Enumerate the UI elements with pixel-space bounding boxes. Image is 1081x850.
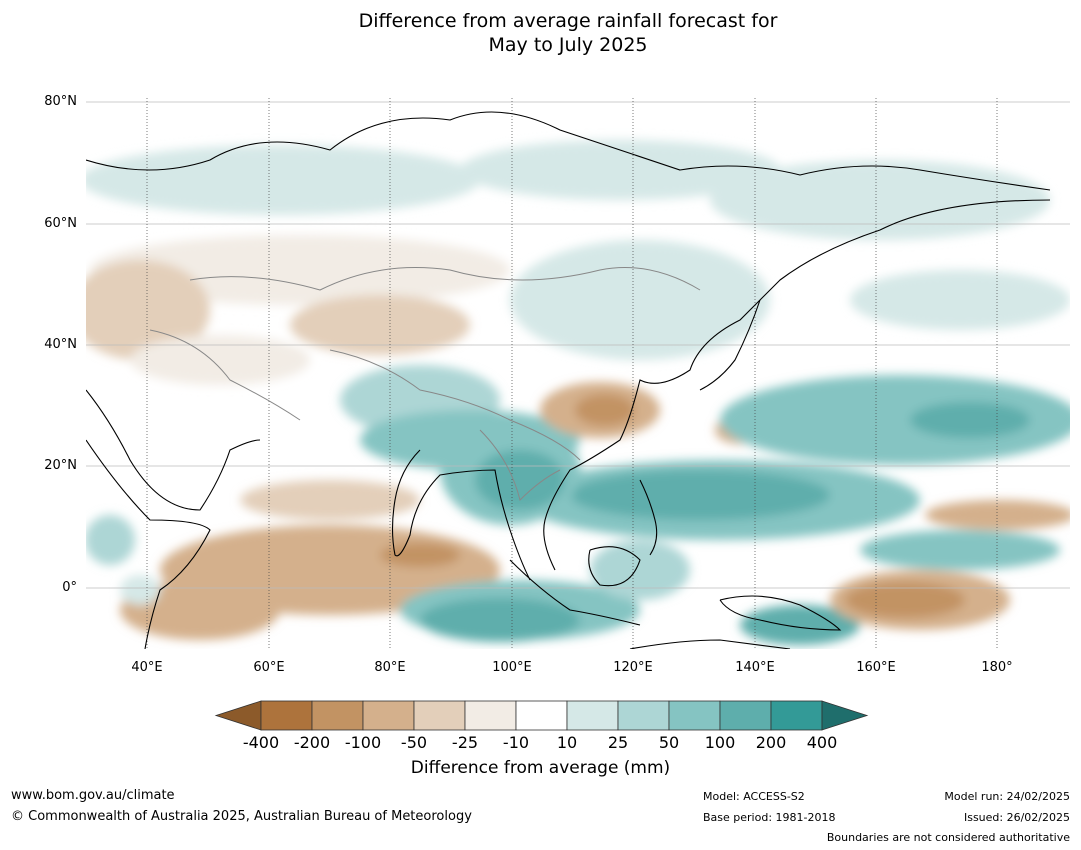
anomaly-middle-east-dry	[130, 335, 310, 385]
footer-url: www.bom.gov.au/climate	[11, 788, 175, 803]
coastline-new-guinea	[719, 595, 842, 631]
title-line-2: May to July 2025	[488, 34, 648, 56]
colorbar-swatch	[668, 700, 721, 731]
border-indochina	[479, 429, 561, 501]
latitude-gridlines	[86, 101, 1070, 589]
anomaly-east-siberia-wet	[710, 160, 1050, 240]
footer-copyright: © Commonwealth of Australia 2025, Austra…	[11, 809, 472, 824]
anomaly-nw-pacific-belt	[720, 375, 1070, 465]
anomaly-north-pacific-wet	[850, 270, 1070, 330]
colorbar-tick-label: 100	[704, 733, 736, 752]
longitude-gridlines	[146, 98, 998, 649]
colorbar-extend-high	[821, 700, 869, 731]
anomaly-pacific-mid-wet	[860, 530, 1060, 570]
colorbar-tick-label: -400	[242, 733, 280, 752]
colorbar-tick-label: -25	[451, 733, 479, 752]
lat-label-80n: 80°N	[44, 94, 77, 109]
coastline-arabia	[86, 389, 261, 511]
lon-label-120e: 120°E	[613, 660, 653, 675]
anomaly-arabian-sea-light	[240, 480, 420, 520]
anomaly-eastern-indian-ocean-core	[420, 598, 580, 642]
coastline-south-asia	[391, 449, 531, 581]
anomaly-philippine-sea-wet	[570, 470, 830, 520]
colorbar-swatch	[362, 700, 415, 731]
border-central-asia	[189, 267, 701, 291]
colorbar-swatch	[260, 700, 313, 731]
coastline-arctic	[86, 111, 1051, 191]
colorbar-tick-label: 200	[755, 733, 787, 752]
lon-label-160e: 160°E	[856, 660, 896, 675]
political-borders	[149, 267, 701, 501]
lon-label-40e: 40°E	[131, 660, 163, 675]
colorbar-swatch	[617, 700, 670, 731]
colorbar-swatch	[311, 700, 364, 731]
anomaly-indochina-wet	[475, 450, 565, 510]
lon-label-180: 180°	[981, 660, 1013, 675]
colorbar-swatch	[464, 700, 517, 731]
anomaly-siberia-wet	[460, 140, 780, 200]
colorbar-tick-label: -200	[293, 733, 331, 752]
anomaly-arafura-wet	[740, 605, 860, 645]
colorbar-tick-label: 400	[806, 733, 838, 752]
colorbar-extend-low	[214, 700, 262, 731]
title-line-1: Difference from average rainfall forecas…	[358, 10, 778, 32]
anomaly-indian-ocean-core	[380, 543, 460, 567]
colorbar-swatch	[413, 700, 466, 731]
colorbar-tick-label: 25	[607, 733, 629, 752]
colorbar-label: Difference from average (mm)	[410, 758, 671, 778]
border-middle-east	[149, 329, 301, 421]
coastline-philippines	[639, 479, 658, 556]
lon-label-100e: 100°E	[492, 660, 532, 675]
footer-issued: Issued: 26/02/2025	[963, 811, 1070, 824]
lon-label-140e: 140°E	[735, 660, 775, 675]
coastline-africa	[86, 439, 211, 649]
colorbar-tick-label: -50	[400, 733, 428, 752]
footer-disclaimer: Boundaries are not considered authoritat…	[826, 831, 1070, 844]
anomaly-nw-pacific-core	[910, 402, 1030, 438]
footer-base-period: Base period: 1981-2018	[703, 811, 836, 824]
anomaly-caspian-dry	[86, 260, 210, 360]
anomaly-maritime-continent-wet	[590, 540, 690, 600]
colorbar-swatch	[719, 700, 772, 731]
anomaly-west-indian-ocean-dry	[120, 580, 280, 640]
anomaly-east-africa-wet	[86, 515, 135, 565]
anomaly-pacific-dateline-dry	[925, 500, 1070, 530]
coastline-borneo	[588, 546, 641, 587]
anomaly-mongolia-wet	[510, 240, 770, 360]
colorbar-swatch	[770, 700, 823, 731]
colorbar-swatch	[515, 700, 568, 731]
coastlines	[86, 111, 1051, 649]
footer-model: Model: ACCESS-S2	[703, 790, 805, 803]
anomaly-east-china-core	[575, 394, 635, 426]
lat-label-20n: 20°N	[44, 458, 77, 473]
anomaly-arabia-wet	[120, 575, 160, 605]
lat-label-40n: 40°N	[44, 337, 77, 352]
coastline-japan	[699, 299, 761, 391]
lat-label-60n: 60°N	[44, 216, 77, 231]
map-title: Difference from average rainfall forecas…	[0, 9, 1081, 57]
coastline-east-asia	[543, 199, 1051, 571]
colorbar	[214, 700, 869, 731]
border-china-south	[329, 349, 581, 461]
colorbar-tick-label: 50	[658, 733, 680, 752]
colorbar-tick-label: -100	[344, 733, 382, 752]
anomaly-north-russia-wet	[86, 145, 480, 215]
lat-label-0: 0°	[62, 580, 77, 595]
anomaly-central-pacific-core	[845, 582, 965, 618]
lon-label-60e: 60°E	[253, 660, 285, 675]
colorbar-swatch	[566, 700, 619, 731]
coastline-australia	[629, 639, 791, 649]
lon-label-80e: 80°E	[374, 660, 406, 675]
anomaly-xinjiang-dry	[290, 295, 470, 355]
anomaly-layer	[86, 140, 1070, 645]
colorbar-tick-label: -10	[502, 733, 530, 752]
coastline-sumatra	[509, 559, 641, 626]
colorbar-tick-label: 10	[556, 733, 578, 752]
footer-model-run: Model run: 24/02/2025	[944, 790, 1070, 803]
